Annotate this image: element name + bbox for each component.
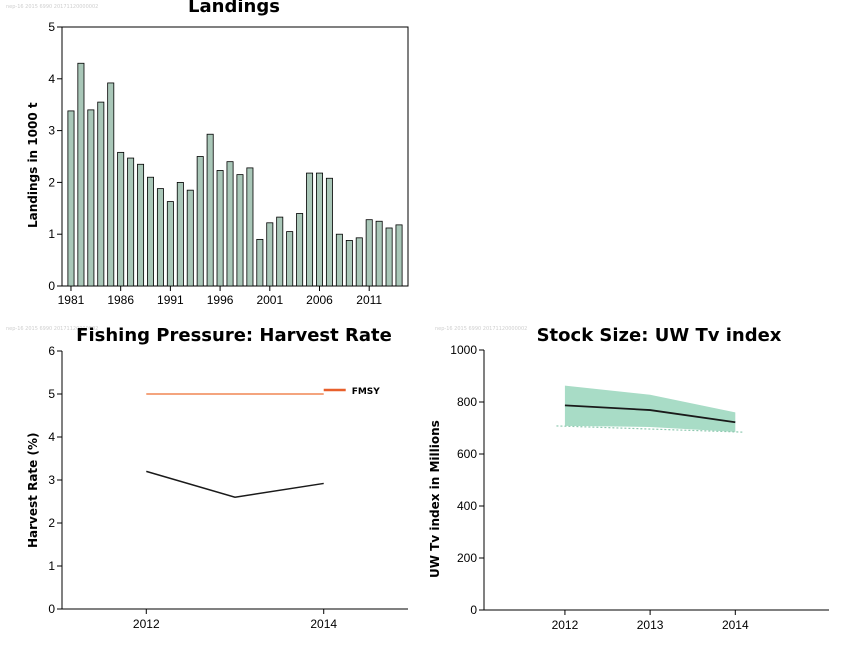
y-tick-label: 3 [48,473,55,487]
legend-label: FMSY [352,387,381,397]
y-tick-label: 4 [48,72,55,86]
y-tick-label: 0 [48,602,55,616]
bar [286,231,294,287]
y-tick-label: 1 [48,227,55,241]
confidence-band [564,385,736,432]
x-tick-label: 2012 [552,618,579,632]
bar [226,161,234,287]
x-tick-label: 2006 [306,293,333,307]
chart-title: Stock Size: UW Tv index [536,325,782,346]
y-tick-label: 2 [48,175,55,189]
bar [216,170,224,287]
x-tick-label: 1981 [58,293,85,307]
x-tick-label: 2012 [133,617,160,631]
bar [196,156,204,287]
x-tick-label: 2001 [256,293,283,307]
y-tick-label: 3 [48,124,55,138]
bar [117,151,125,287]
chart-title: Landings [188,0,280,17]
landings-panel: nep-16 2015 6990 20171120000002 Landings… [0,0,425,320]
bar [67,110,75,287]
y-tick-label: 0 [470,603,477,617]
harvest-rate-panel: nep-16 2015 6990 20171120000002 Fishing … [0,322,425,650]
y-tick-label: 200 [457,551,477,565]
y-tick-label: 4 [48,430,55,444]
y-tick-label: 1000 [450,343,477,357]
x-tick-label: 2013 [637,618,664,632]
bar [355,237,363,287]
x-tick-label: 1996 [207,293,234,307]
bar [335,233,343,287]
bar [296,213,304,287]
bar [316,172,323,287]
bar [206,133,214,287]
y-tick-label: 600 [457,447,477,461]
landings-chart: 0 1 2 3 4 5 1981 1986 1991 1996 2001 2006 2011 [48,20,409,307]
bar [246,167,254,287]
bar [385,227,393,287]
bar [186,189,194,287]
chart-title: Fishing Pressure: Harvest Rate [76,325,392,346]
bar [156,188,164,287]
y-tick-label: 400 [457,499,477,513]
bar [325,177,333,287]
stock-size-panel: nep-16 2015 6990 20171120000002 Stock Si… [425,322,850,650]
bar [276,216,284,287]
bar [236,174,244,287]
x-tick-label: 1986 [107,293,134,307]
y-tick-label: 1 [48,559,55,573]
bar [137,163,145,287]
y-tick-label: 2 [48,516,55,530]
stock-size-chart: 0 200 400 600 800 1000 2012 2013 2014 [450,343,829,632]
uw-tv-index-line [564,404,736,424]
x-tick-label: 2011 [356,293,382,307]
watermark: nep-16 2015 6990 20171120000002 [435,326,528,332]
bar [345,240,353,287]
y-tick-label: 5 [48,20,55,34]
bar [256,238,264,287]
harvest-rate-chart: 0 1 2 3 4 5 6 2012 2014 FMSY [48,344,408,631]
x-tick-label: 2014 [310,617,337,631]
watermark: nep-16 2015 6990 20171120000002 [6,326,99,332]
watermark: nep-16 2015 6990 20171120000002 [6,4,99,10]
y-tick-label: 800 [457,395,477,409]
x-tick-label: 2014 [722,618,749,632]
bar [306,172,314,287]
bar [87,109,95,287]
y-tick-label: 6 [48,344,55,358]
bar [365,219,373,287]
bar [127,157,135,287]
y-tick-label: 0 [48,279,55,293]
lower-bound-line [556,425,744,433]
bar [166,201,174,287]
bar [107,82,115,287]
bar [147,176,154,287]
y-tick-label: 5 [48,387,55,401]
harvest-rate-line [146,470,324,498]
bar [77,62,85,287]
bar [395,224,403,287]
bar [176,181,184,287]
bar [375,220,383,287]
bar [266,222,274,287]
bar [97,101,105,287]
x-tick-label: 1991 [157,293,184,307]
